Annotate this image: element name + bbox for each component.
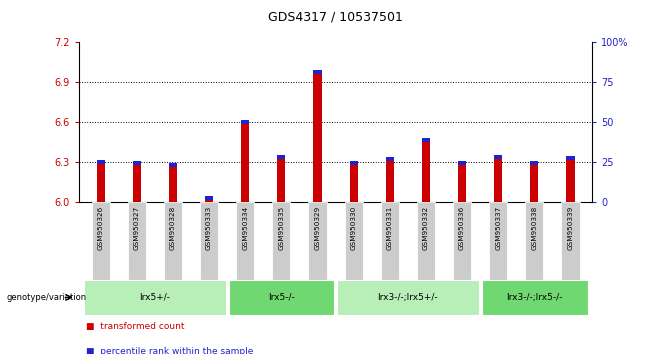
FancyBboxPatch shape — [91, 202, 110, 280]
Text: GSM950336: GSM950336 — [459, 206, 465, 250]
Text: GSM950330: GSM950330 — [351, 206, 357, 250]
Bar — [458, 161, 466, 165]
FancyBboxPatch shape — [482, 280, 588, 315]
FancyBboxPatch shape — [128, 202, 146, 280]
Text: GDS4317 / 10537501: GDS4317 / 10537501 — [268, 11, 403, 24]
Text: ■  transformed count: ■ transformed count — [86, 322, 184, 331]
FancyBboxPatch shape — [200, 202, 218, 280]
FancyBboxPatch shape — [236, 202, 254, 280]
Text: GSM950333: GSM950333 — [206, 206, 212, 250]
FancyBboxPatch shape — [345, 202, 363, 280]
FancyBboxPatch shape — [229, 280, 334, 315]
Bar — [530, 165, 538, 202]
Text: GSM950332: GSM950332 — [423, 206, 429, 250]
FancyBboxPatch shape — [338, 280, 479, 315]
Bar — [458, 165, 466, 202]
Bar — [386, 156, 394, 161]
Bar — [277, 159, 286, 202]
Bar — [386, 161, 394, 202]
Bar — [169, 163, 177, 167]
Text: lrx5+/-: lrx5+/- — [139, 293, 170, 302]
Text: lrx5-/-: lrx5-/- — [268, 293, 295, 302]
Bar — [205, 196, 213, 200]
Text: GSM950334: GSM950334 — [242, 206, 248, 250]
FancyBboxPatch shape — [272, 202, 290, 280]
Text: GSM950338: GSM950338 — [532, 206, 538, 250]
FancyBboxPatch shape — [309, 202, 326, 280]
Bar — [313, 74, 322, 202]
FancyBboxPatch shape — [525, 202, 544, 280]
FancyBboxPatch shape — [84, 280, 226, 315]
Bar — [422, 142, 430, 202]
Text: GSM950326: GSM950326 — [97, 206, 104, 250]
FancyBboxPatch shape — [417, 202, 435, 280]
Text: GSM950331: GSM950331 — [387, 206, 393, 250]
Text: GSM950337: GSM950337 — [495, 206, 501, 250]
FancyBboxPatch shape — [561, 202, 580, 280]
Text: GSM950329: GSM950329 — [315, 206, 320, 250]
Bar — [349, 161, 358, 165]
FancyBboxPatch shape — [164, 202, 182, 280]
Bar — [205, 200, 213, 202]
Bar — [169, 167, 177, 202]
Bar — [133, 165, 141, 202]
Text: lrx3-/-;lrx5+/-: lrx3-/-;lrx5+/- — [378, 293, 438, 302]
Bar — [277, 155, 286, 159]
Bar — [133, 161, 141, 165]
Bar — [567, 156, 574, 160]
Text: genotype/variation: genotype/variation — [7, 293, 87, 302]
FancyBboxPatch shape — [453, 202, 471, 280]
Bar — [313, 70, 322, 74]
FancyBboxPatch shape — [381, 202, 399, 280]
Bar — [422, 138, 430, 142]
Bar — [567, 160, 574, 202]
Text: lrx3-/-;lrx5-/-: lrx3-/-;lrx5-/- — [506, 293, 563, 302]
Text: GSM950339: GSM950339 — [567, 206, 574, 250]
Text: GSM950335: GSM950335 — [278, 206, 284, 250]
Bar — [494, 159, 502, 202]
Bar — [241, 120, 249, 124]
Bar — [97, 160, 105, 164]
Text: GSM950328: GSM950328 — [170, 206, 176, 250]
Bar — [349, 165, 358, 202]
Text: ■  percentile rank within the sample: ■ percentile rank within the sample — [86, 347, 253, 354]
Bar — [530, 161, 538, 165]
Text: GSM950327: GSM950327 — [134, 206, 139, 250]
Bar — [494, 155, 502, 159]
Bar — [241, 124, 249, 202]
Bar — [97, 164, 105, 202]
FancyBboxPatch shape — [489, 202, 507, 280]
